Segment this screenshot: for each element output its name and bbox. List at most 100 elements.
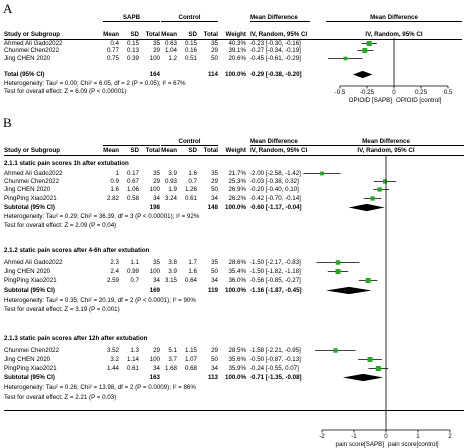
sd-ctrl: 0.7: [188, 178, 197, 185]
sd-ctrl: 1.6: [188, 170, 197, 177]
sd-ctrl: 0.64: [184, 277, 197, 284]
sd-exp: 0.39: [126, 55, 139, 62]
sd-exp: 0.17: [126, 170, 139, 177]
weight: 35.9%: [228, 365, 246, 372]
weight: 28.5%: [228, 347, 246, 354]
mean-ctrl: 3.15: [164, 277, 177, 284]
sd-exp: 0.13: [126, 47, 139, 54]
mean-ctrl: 1.04: [164, 47, 177, 54]
weight: 100.0%: [225, 287, 246, 294]
col-header-total-ctrl: Total: [203, 31, 218, 38]
total-ctrl: 34: [211, 365, 218, 372]
mean-exp: 0.9: [110, 178, 119, 185]
column-header-rule: [4, 154, 464, 156]
total-ctrl: 29: [211, 178, 218, 185]
mean-exp: 1.44: [106, 365, 119, 372]
effect-size-marker: [320, 171, 324, 176]
total-exp: 35: [153, 259, 160, 266]
total-exp: 163: [149, 374, 160, 381]
sd-ctrl: 1.6: [188, 268, 197, 275]
x-tick-label: -0.25: [359, 89, 375, 96]
mean-difference-ci: -1.50 [-2.17, -0.83]: [250, 259, 301, 266]
subgroup-title: 2.1.2 static pain scores after 4-6h afte…: [4, 247, 150, 254]
study-name: Ahmed Ali Gado2022: [4, 40, 63, 47]
study-name: Chunmei Chen2022: [4, 47, 60, 54]
x-tick-label: 0.5: [443, 89, 453, 96]
col-header-weight: Weight: [225, 31, 246, 38]
col-header-mean-exp: Mean: [103, 31, 119, 38]
overall-effect-text: Test for overall effect: Z = 6.09 (P < 0…: [4, 88, 127, 95]
sd-exp: 1.3: [130, 347, 139, 354]
sd-ctrl: 0.15: [184, 40, 197, 47]
mean-difference-ci: -1.58 [-2.21, -0.95]: [250, 347, 301, 354]
pooled-diamond: [348, 203, 385, 212]
total-ctrl: 114: [208, 71, 218, 78]
weight: 26.2%: [228, 195, 246, 202]
col-header-mean-exp: Mean: [103, 147, 119, 154]
study-name: Subtotal (95% CI): [4, 287, 55, 294]
table-bottom-rule: [4, 410, 464, 411]
sd-exp: 0.15: [126, 40, 139, 47]
sd-exp: 1.1: [130, 259, 139, 266]
mean-difference-ci: -0.60 [-1.17, -0.04]: [250, 204, 302, 211]
study-name: Ahmed Ali Gado2022: [4, 170, 63, 177]
pooled-diamond: [352, 70, 373, 79]
total-ctrl: 50: [211, 186, 218, 193]
group-underline-md: [250, 145, 310, 146]
col-header-total-ctrl: Total: [203, 147, 218, 154]
study-name: Total (95% CI): [4, 71, 45, 78]
col-header-mean-ctrl: Mean: [161, 147, 177, 154]
mean-exp: 2.3: [110, 259, 119, 266]
col-header-sd-exp: SD: [130, 31, 139, 38]
col-header-study: Study or Subgroup: [4, 31, 61, 38]
weight: 28.6%: [228, 259, 246, 266]
mean-difference-ci: -0.42 [-0.70, -0.14]: [250, 195, 301, 202]
weight: 21.7%: [228, 170, 246, 177]
mean-ctrl: 3.9: [168, 170, 177, 177]
mean-difference-ci: -0.03 [-0.38, 0.32]: [250, 178, 299, 185]
mean-difference-ci: -0.29 [-0.38, -0.20]: [250, 71, 302, 78]
total-ctrl: 34: [211, 195, 218, 202]
total-exp: 100: [149, 356, 160, 363]
weight: 20.6%: [228, 55, 246, 62]
mean-ctrl: 5.1: [168, 347, 177, 354]
study-name: PingPing Xiao2021: [4, 365, 57, 372]
total-exp: 34: [153, 365, 160, 372]
total-exp: 29: [153, 178, 160, 185]
total-ctrl: 50: [211, 55, 218, 62]
study-name: Ahmed Ali Gado2022: [4, 259, 63, 266]
weight: 100.0%: [225, 71, 246, 78]
study-name: Subtotal (95% CI): [4, 374, 55, 381]
effect-size-marker: [365, 278, 371, 283]
group-underline-ctrl: [161, 21, 218, 22]
sd-exp: 0.58: [126, 195, 139, 202]
study-name: Jing CHEN 2020: [4, 186, 51, 193]
subgroup-title: 2.1.1 static pain scores 1h after extuba…: [4, 160, 129, 167]
weight: 35.6%: [228, 356, 246, 363]
total-exp: 100: [149, 268, 160, 275]
x-tick-label: -0.5: [334, 89, 346, 96]
total-ctrl: 29: [211, 347, 218, 354]
group-header-ctrl: Control: [178, 14, 201, 21]
total-ctrl: 119: [208, 287, 218, 294]
effect-size-marker: [335, 260, 341, 265]
col-header-ci-right: IV, Random, 95% CI: [357, 147, 415, 154]
weight: 100.0%: [225, 374, 246, 381]
col-header-sd-ctrl: SD: [188, 31, 197, 38]
sd-exp: 0.61: [126, 365, 139, 372]
sd-ctrl: 1.7: [188, 259, 197, 266]
study-name: PingPing Xiao2021: [4, 195, 57, 202]
heterogeneity-text: Heterogeneity: Tau² = 0.35; Chi² = 20.19…: [4, 297, 196, 304]
mean-ctrl: 1.68: [164, 365, 177, 372]
mean-difference-ci: -0.50 [-0.87, -0.13]: [250, 356, 301, 363]
sd-ctrl: 0.68: [184, 365, 197, 372]
overall-effect-text: Test for overall effect: Z = 2.09 (P = 0…: [4, 222, 117, 229]
mean-exp: 3.2: [110, 356, 119, 363]
mean-difference-ci: -0.24 [-0.55, 0.07]: [250, 365, 299, 372]
effect-size-marker: [333, 348, 338, 353]
mean-exp: 2.82: [106, 195, 119, 202]
total-exp: 35: [153, 40, 160, 47]
heterogeneity-text: Heterogeneity: Tau² = 0.00; Chi² = 6.05,…: [4, 80, 186, 87]
mean-exp: 1: [115, 170, 119, 177]
